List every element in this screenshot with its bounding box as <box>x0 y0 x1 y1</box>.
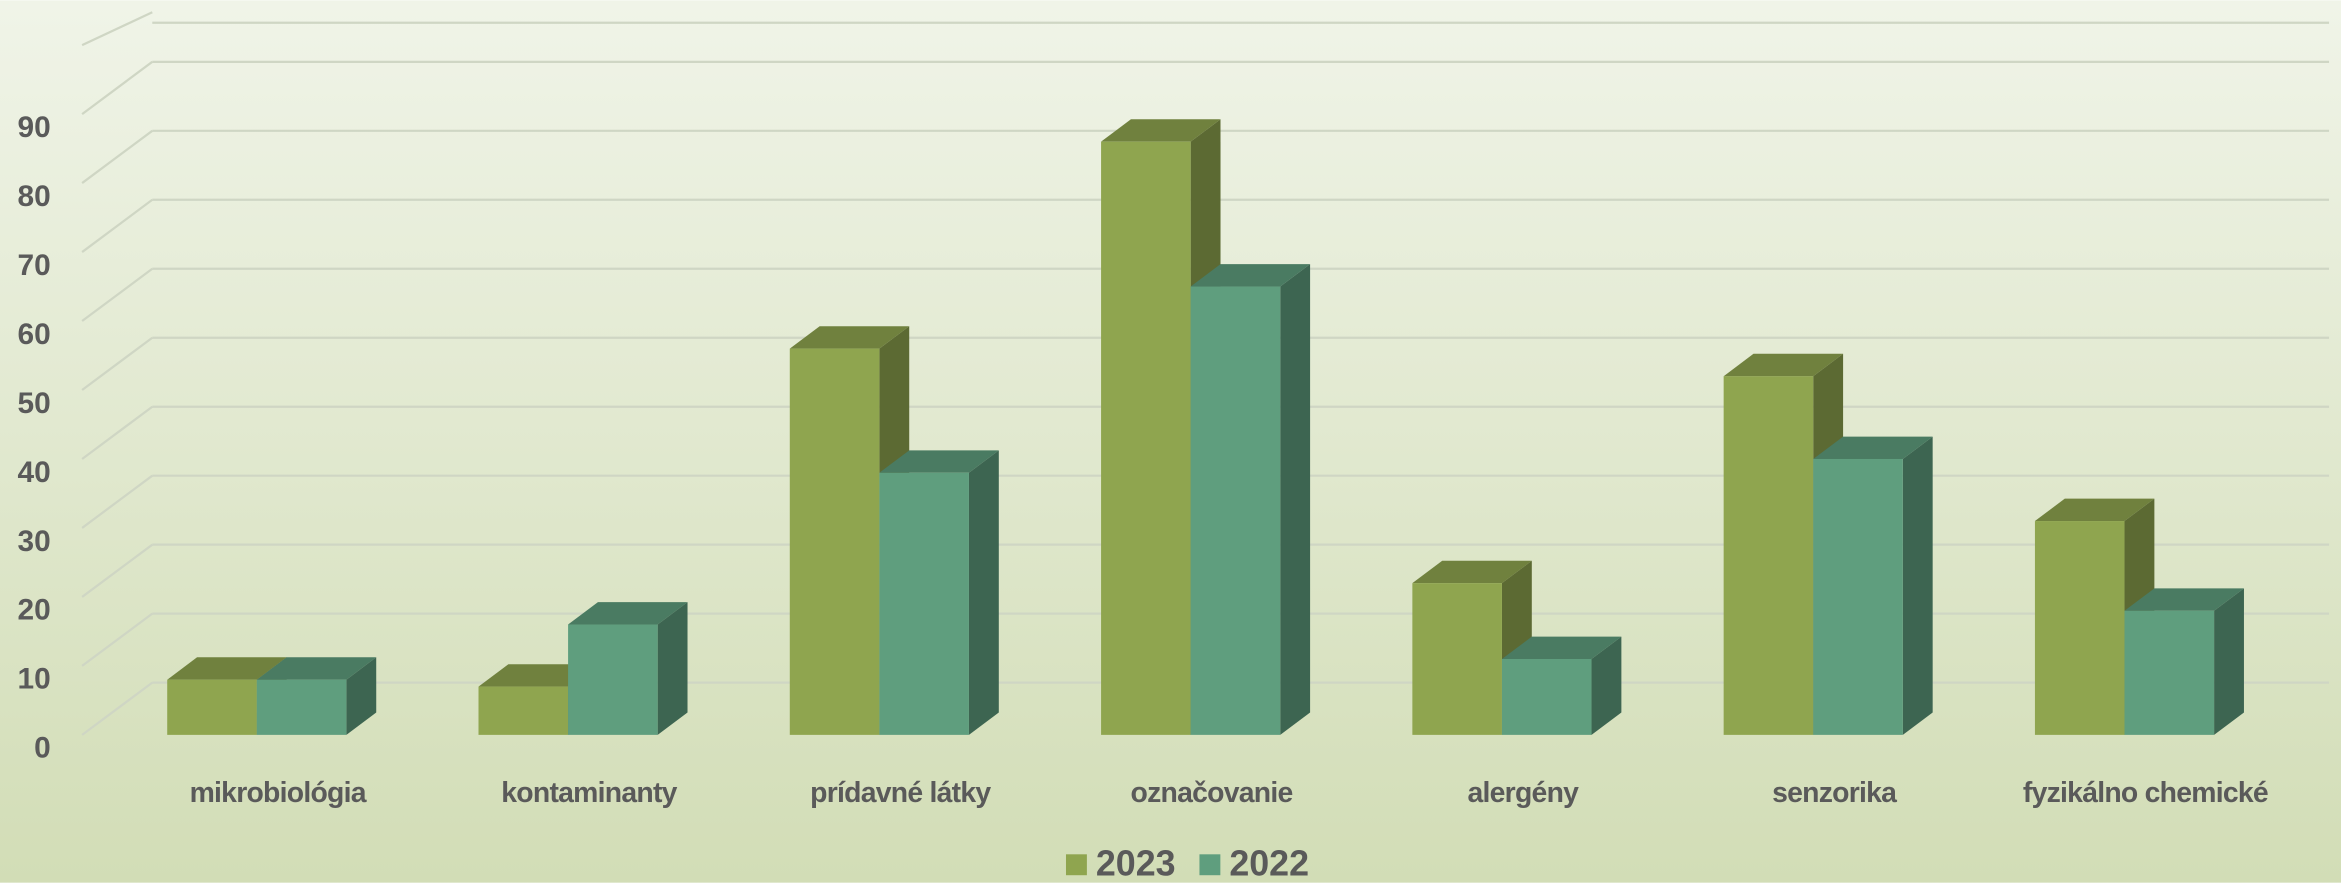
bar-front <box>478 686 569 735</box>
x-tick-label: označovanie <box>1131 777 1293 809</box>
grid-frame <box>81 11 153 47</box>
bar <box>1501 636 1622 735</box>
grid-line <box>81 612 153 667</box>
bar-top <box>256 657 377 680</box>
bar-front <box>1501 658 1592 735</box>
bar-top <box>1412 560 1532 584</box>
bar-front <box>1190 286 1281 735</box>
x-tick-label: prídavné látky <box>810 777 991 809</box>
y-tick-label: 10 <box>18 663 51 696</box>
legend-swatch <box>1199 854 1221 876</box>
grid-line <box>81 543 153 598</box>
bar-front <box>879 472 969 735</box>
y-tick-label: 80 <box>18 180 51 213</box>
bar-front <box>1723 376 1814 735</box>
grid-line <box>81 198 153 253</box>
bar-side <box>1591 636 1622 735</box>
y-tick-label: 20 <box>18 594 51 627</box>
bar-front <box>2034 521 2125 735</box>
grid-line <box>81 267 153 322</box>
bar-front <box>1101 141 1191 735</box>
bar-side <box>968 450 999 735</box>
bar-front <box>1412 583 1502 735</box>
y-tick-label: 40 <box>18 456 51 489</box>
bar <box>256 657 377 735</box>
x-tick-label: fyzikálno chemické <box>2023 777 2268 809</box>
legend-label: 2022 <box>1229 844 1309 883</box>
bar-top <box>2034 498 2155 522</box>
bar-top <box>2124 588 2244 611</box>
bar-side <box>2214 588 2244 735</box>
bar-side <box>346 657 377 735</box>
bar <box>2124 588 2244 735</box>
bar-front <box>2124 610 2215 735</box>
bar-top <box>1723 353 1844 377</box>
y-tick-label: 0 <box>34 732 51 765</box>
bar-top <box>1101 119 1221 142</box>
y-tick-label: 30 <box>18 525 51 558</box>
grid-line <box>81 405 153 460</box>
legend-label: 2023 <box>1096 844 1176 883</box>
bar-side <box>657 602 688 735</box>
x-tick-label: mikrobiológia <box>190 777 367 809</box>
y-tick-label: 60 <box>18 318 51 351</box>
bar-front <box>167 679 257 735</box>
bar-front <box>789 348 880 735</box>
grid-line <box>81 129 153 184</box>
bar-top <box>568 602 688 625</box>
bar-side <box>1280 264 1311 735</box>
bar-top <box>879 450 999 473</box>
grid-line <box>81 60 153 115</box>
bar-top <box>789 326 910 349</box>
grid-line <box>81 681 153 736</box>
bar <box>1190 264 1311 735</box>
bar-top <box>1190 264 1311 287</box>
bar-top <box>1813 436 1933 459</box>
x-tick-label: senzorika <box>1772 777 1897 809</box>
grid-line <box>81 474 153 529</box>
y-tick-label: 90 <box>18 111 51 144</box>
bar-side <box>1902 436 1933 735</box>
bar <box>568 602 688 735</box>
bar-front <box>256 679 347 735</box>
bar-front <box>568 624 658 735</box>
bar-top <box>167 657 287 680</box>
y-tick-label: 70 <box>18 249 51 282</box>
bar-top <box>1501 636 1622 659</box>
bar <box>879 450 999 735</box>
x-tick-label: alergény <box>1468 777 1580 809</box>
grid-line <box>81 336 153 391</box>
x-tick-label: kontaminanty <box>501 777 677 809</box>
bar-front <box>1813 458 1903 735</box>
y-tick-label: 50 <box>18 387 51 420</box>
legend-swatch <box>1065 854 1087 876</box>
bar <box>1813 436 1933 735</box>
